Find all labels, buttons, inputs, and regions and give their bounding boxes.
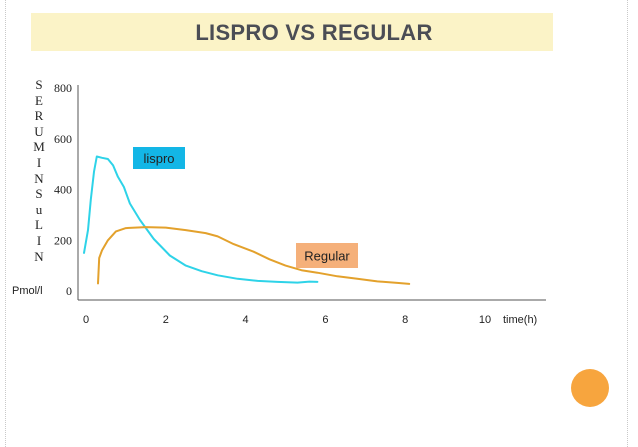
y-axis-label-letter: U <box>34 123 44 139</box>
y-axis-label-letter: I <box>36 232 42 248</box>
slide-border-left <box>5 0 6 447</box>
y-axis-label-letter: N <box>34 248 44 264</box>
x-tick-label: 2 <box>163 314 169 326</box>
x-tick-label: 4 <box>243 314 249 326</box>
y-axis-label-letter: u <box>35 201 43 217</box>
y-axis-label-letter: S <box>35 77 43 92</box>
series-label-regular: Regular <box>304 249 350 264</box>
series-line-regular <box>97 226 411 285</box>
slide-title: LISPRO VS REGULAR <box>195 20 433 45</box>
title-band: LISPRO VS REGULAR <box>31 13 553 51</box>
y-tick-label: 400 <box>54 183 72 197</box>
series-label-box-regular <box>296 243 358 268</box>
y-axis-label-letter: E <box>35 92 43 108</box>
y-axis-label-letter: I <box>36 154 42 170</box>
y-tick-label: 800 <box>54 81 72 95</box>
x-tick-label: 8 <box>402 314 408 326</box>
y-axis-unit: Pmol/l <box>12 285 43 297</box>
series-label-lispro: lispro <box>143 151 174 166</box>
y-axis-label-letter: M <box>33 139 45 155</box>
slide-border-right <box>627 0 628 447</box>
y-axis-label-letter: R <box>34 108 44 124</box>
x-tick-label: 10 <box>479 314 491 326</box>
y-tick-label: 200 <box>54 233 72 247</box>
x-axis-label: time(h) <box>503 314 537 326</box>
y-axis-label-letter: N <box>34 170 44 186</box>
series-line-lispro <box>83 155 319 284</box>
x-tick-label: 6 <box>322 314 328 326</box>
x-tick-label: 0 <box>83 314 89 326</box>
series-label-box-lispro <box>133 147 185 169</box>
y-tick-label: 600 <box>54 132 72 146</box>
y-tick-label: 0 <box>66 284 72 298</box>
y-axis-label-letter: S <box>35 186 43 202</box>
y-axis-label-letter: L <box>35 217 43 233</box>
decorative-circle <box>571 369 609 407</box>
